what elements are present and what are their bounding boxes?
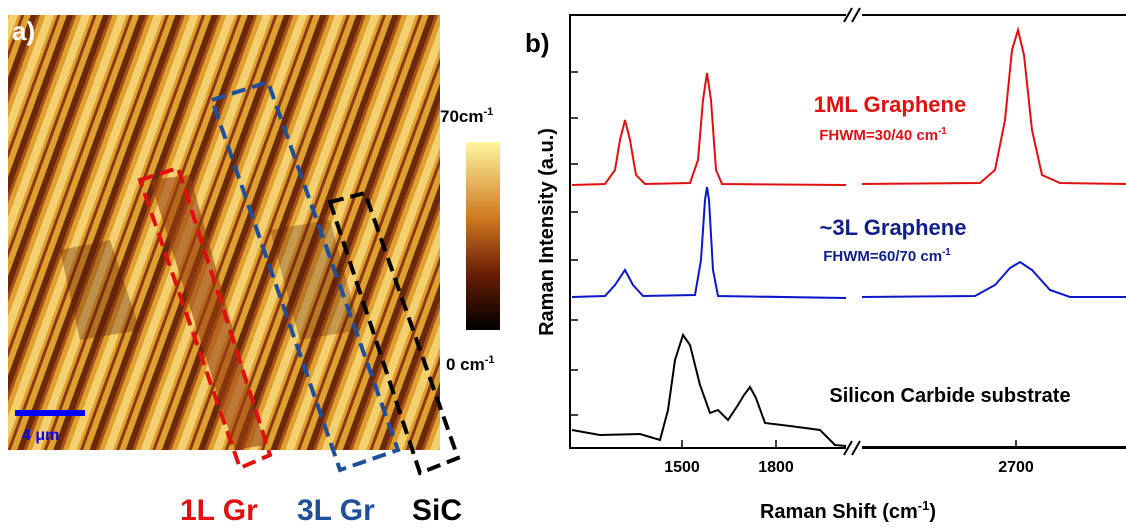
text-part: -1 — [942, 247, 951, 258]
x-tick-label: 1500 — [664, 459, 700, 476]
region-label: 1L Gr — [180, 494, 258, 527]
y-axis-label: Raman Intensity (a.u.) — [536, 128, 558, 336]
text-part: FHWM=30/40 cm — [819, 127, 938, 144]
colorbar — [466, 142, 500, 330]
panel-label: b) — [525, 28, 550, 58]
tick-marks — [570, 71, 1017, 448]
spectra — [571, 26, 1126, 448]
colorbar-max: 70cm-1 — [440, 106, 493, 126]
region-label: SiC — [412, 494, 462, 527]
colorbar-min: 0 cm-1 — [446, 354, 495, 374]
spectrum-label: 1ML Graphene — [814, 92, 966, 117]
text-part: FHWM=60/70 cm — [823, 248, 942, 265]
x-tick-label: 2700 — [998, 459, 1034, 476]
region-boxes — [137, 79, 461, 476]
text-part: Raman Shift (cm — [760, 501, 918, 523]
text-part: -1 — [918, 498, 930, 513]
spectrum-label: Silicon Carbide substrate — [829, 385, 1070, 407]
raman-map — [8, 15, 440, 450]
scale-bar-label: 4 μm — [22, 427, 59, 444]
text-part: ) — [929, 501, 936, 523]
spectrum-label: ~3L Graphene — [820, 215, 967, 240]
fwhm-label: FHWM=30/40 cm-1 — [819, 126, 947, 144]
text-part: 0 cm — [446, 355, 485, 374]
panel-label: a) — [12, 16, 35, 46]
text-part: -1 — [938, 126, 947, 137]
x-axis-label: Raman Shift (cm-1) — [760, 498, 936, 523]
text-part: 70cm — [440, 107, 483, 126]
fwhm-label: FHWM=60/70 cm-1 — [823, 247, 951, 265]
region-label: 3L Gr — [297, 494, 375, 527]
x-tick-label: 1800 — [758, 459, 794, 476]
text-part: -1 — [483, 106, 493, 118]
text-part: -1 — [485, 354, 495, 366]
